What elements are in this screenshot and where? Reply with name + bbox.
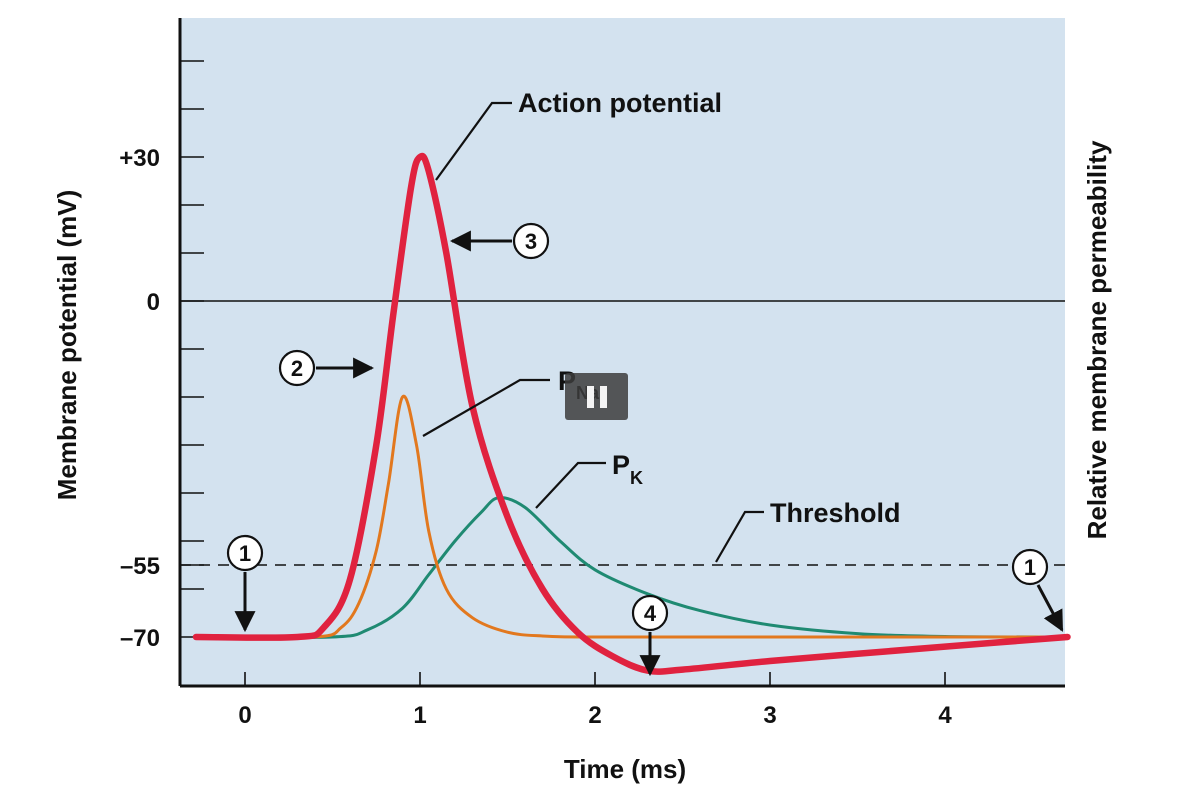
x-tick-label: 2 (588, 702, 601, 729)
x-axis-title: Time (ms) (564, 754, 686, 784)
pause-icon-bar-left (586, 385, 594, 408)
axis-ticks (180, 60, 946, 686)
y-tick-label: 0 (147, 289, 160, 316)
x-tick-label: 3 (763, 702, 776, 729)
threshold-leader (715, 510, 764, 563)
action-potential-label: Action potential (518, 88, 722, 118)
y-tick-label: –70 (120, 625, 160, 652)
series-layer (192, 152, 1071, 675)
action-potential-curve (192, 152, 1071, 675)
y-tick-label: –55 (120, 553, 160, 580)
marker-1-start-number: 1 (239, 541, 251, 566)
marker-3-number: 3 (525, 229, 537, 254)
pk-curve (194, 496, 1069, 640)
marker-1-start-circle (226, 534, 264, 572)
y-axis-title-left: Membrane potential (mV) (52, 190, 82, 501)
y-axis-title-right: Relative membrane permeability (1082, 140, 1112, 539)
threshold-label: Threshold (770, 498, 901, 528)
marker-4-number: 4 (644, 601, 657, 626)
marker-3-circle (512, 222, 550, 260)
y-tick-label: +30 (119, 145, 160, 172)
pna-leader (422, 378, 550, 437)
plot-background (180, 18, 1065, 686)
x-tick-label: 4 (938, 702, 952, 729)
pk-leader (535, 461, 606, 509)
marker-1-end-circle (1011, 548, 1049, 586)
marker-1-end-number: 1 (1024, 555, 1036, 580)
pk-label-subscript: K (630, 468, 643, 488)
tick-labels: +30 0 –55 –70 0 1 2 3 4 (119, 145, 952, 729)
pause-icon-bar-right (599, 385, 607, 408)
pause-button[interactable] (565, 373, 628, 420)
marker-2-number: 2 (291, 356, 303, 381)
pna-curve (194, 394, 1069, 640)
marker-4-circle (631, 594, 669, 632)
marker-1-end-arrow (1036, 584, 1064, 632)
x-tick-label: 1 (413, 702, 426, 729)
marker-2-circle (278, 349, 316, 387)
action-potential-leader (435, 101, 512, 181)
x-tick-label: 0 (238, 702, 251, 729)
